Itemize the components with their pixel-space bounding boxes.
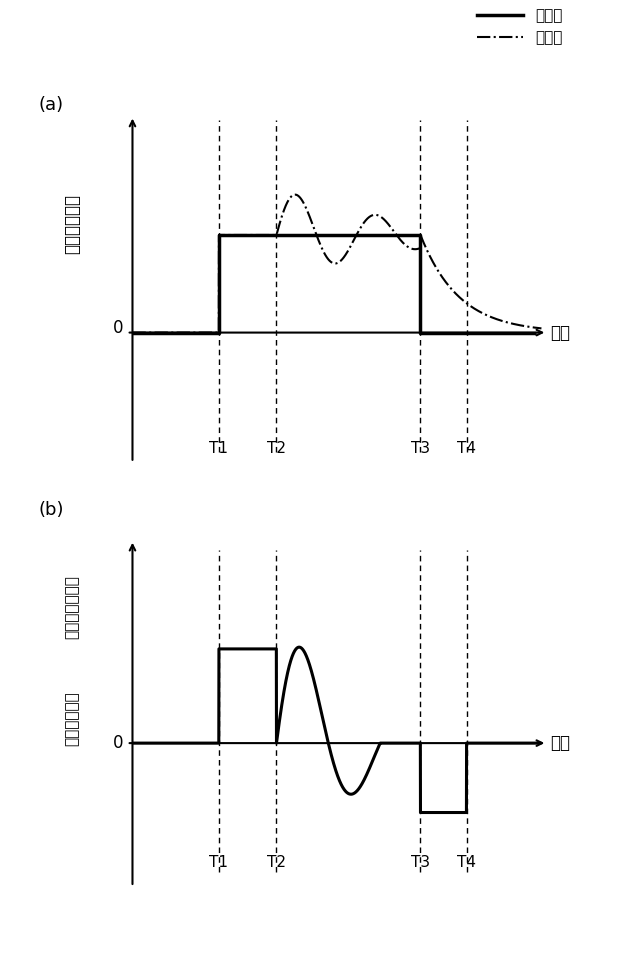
Text: 回転角加速度: 回転角加速度 [63, 194, 81, 254]
Text: 対する補正量: 対する補正量 [65, 691, 79, 746]
実測値 [303, 204, 311, 216]
実測値 [129, 327, 136, 338]
Line: 実測値: 実測値 [132, 195, 541, 333]
Line: 目標値: 目標値 [132, 235, 536, 333]
Text: T2: T2 [267, 442, 286, 456]
目標値 [215, 327, 223, 338]
Text: T4: T4 [457, 855, 476, 870]
Text: 0: 0 [113, 735, 124, 752]
目標値 [215, 229, 223, 241]
実測値 [291, 189, 299, 201]
Text: T3: T3 [411, 442, 430, 456]
Text: (a): (a) [38, 96, 63, 115]
Text: T1: T1 [209, 442, 228, 456]
実測値 [285, 193, 293, 204]
実測値 [530, 322, 538, 334]
実測値 [538, 323, 545, 335]
Text: 時間: 時間 [550, 735, 570, 752]
Text: T2: T2 [267, 855, 286, 870]
Text: 0: 0 [113, 319, 124, 337]
Text: 時間: 時間 [550, 324, 570, 341]
実測値 [175, 327, 183, 338]
目標値 [129, 327, 136, 338]
目標値 [417, 229, 424, 241]
Text: T4: T4 [457, 442, 476, 456]
目標値 [532, 327, 540, 338]
実測値 [486, 310, 493, 322]
Text: T3: T3 [411, 855, 430, 870]
Text: 回転角加速度に: 回転角加速度に [65, 575, 79, 639]
目標値 [417, 327, 424, 338]
実測値 [200, 327, 207, 338]
Text: T1: T1 [209, 855, 228, 870]
Legend: 目標値, 実測値: 目標値, 実測値 [470, 2, 568, 52]
Text: (b): (b) [38, 501, 64, 520]
